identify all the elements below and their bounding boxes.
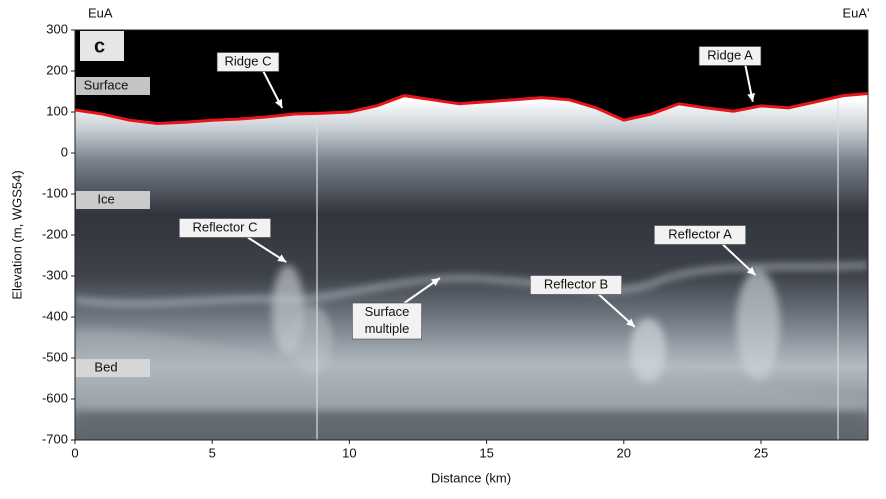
annotation-label: Ridge C (225, 53, 272, 68)
zone-label: Ice (97, 191, 114, 206)
annotation-label: Reflector A (668, 226, 732, 241)
arrow-head (274, 98, 283, 108)
y-tick-label: -100 (42, 185, 68, 200)
zone-label: Surface (84, 77, 129, 92)
annotation-box (352, 302, 422, 340)
annotation-box (653, 225, 746, 245)
x-tick-label: 5 (209, 445, 216, 460)
y-tick-label: -500 (42, 349, 68, 364)
panel-label: c (94, 35, 105, 57)
zone-label-box (76, 77, 150, 95)
y-tick-label: -600 (42, 390, 68, 405)
x-tick-label: 0 (71, 445, 78, 460)
annotation-box (698, 46, 762, 66)
arrow-head (277, 254, 287, 263)
y-tick-label: -200 (42, 226, 68, 241)
y-tick-label: -300 (42, 267, 68, 282)
x-tick-label: 25 (754, 445, 768, 460)
annotation-label: Reflector C (192, 219, 257, 234)
panel-label-box (80, 31, 124, 61)
y-tick-label: -400 (42, 308, 68, 323)
zone-label: Bed (94, 359, 117, 374)
annotation-label: Surface (365, 304, 410, 319)
start-label: EuA (88, 5, 113, 20)
arrow-head (746, 266, 756, 276)
y-axis-label: Elevation (m, WGS54) (9, 170, 24, 299)
radar-texture (75, 263, 868, 440)
arrow-head (626, 318, 635, 327)
annotation-label: Reflector B (544, 276, 608, 291)
zone-label-box (76, 191, 150, 209)
x-tick-label: 10 (342, 445, 356, 460)
x-tick-label: 20 (617, 445, 631, 460)
y-tick-label: 100 (46, 103, 68, 118)
annotation-box (179, 218, 272, 238)
y-tick-label: 300 (46, 21, 68, 36)
x-tick-label: 15 (479, 445, 493, 460)
annotation-label: multiple (365, 321, 410, 336)
arrow-head (747, 93, 755, 102)
x-axis-label: Distance (km) (431, 470, 511, 485)
y-tick-label: 200 (46, 62, 68, 77)
annotation-box (529, 275, 622, 295)
surface-line (75, 92, 868, 125)
annotation-box (216, 52, 280, 72)
y-tick-label: -700 (42, 431, 68, 446)
end-label: EuA' (842, 5, 869, 20)
zone-label-box (76, 359, 150, 377)
annotation-label: Ridge A (707, 47, 753, 62)
arrow-head (431, 278, 440, 286)
y-tick-label: 0 (61, 144, 68, 159)
